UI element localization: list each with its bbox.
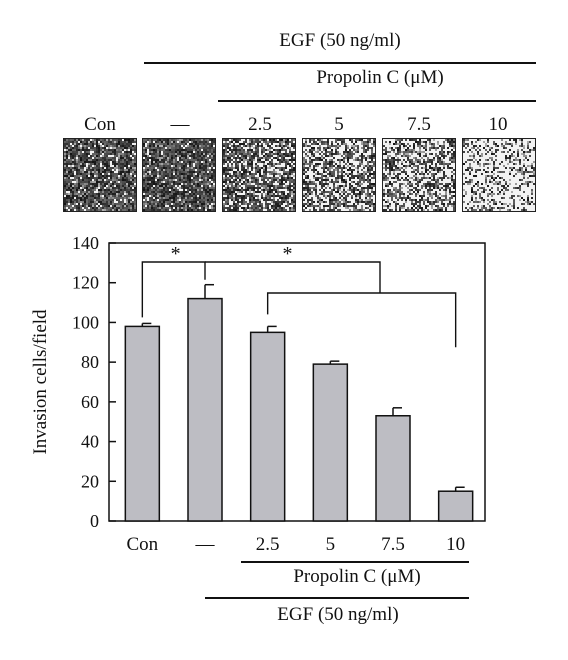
y-tick-label: 20 (81, 471, 99, 491)
y-tick-label: 60 (81, 392, 99, 412)
micrograph-cells (463, 139, 535, 211)
micrograph-cells (143, 139, 215, 211)
condition-label-5: 5 (334, 114, 344, 135)
bar (312, 363, 349, 522)
significance-star: * (283, 243, 293, 265)
bar (437, 490, 474, 522)
micrograph-con (63, 138, 137, 212)
y-tick-label: 100 (72, 312, 99, 332)
x-tick-label: 7.5 (381, 534, 405, 555)
significance-bracket (141, 261, 206, 318)
propolin-label-top: Propolin C (μM) (316, 67, 444, 88)
y-tick-label: 80 (81, 352, 99, 372)
significance-bracket-inner (266, 292, 457, 348)
condition-label-con: Con (84, 114, 116, 135)
condition-label-10: 10 (488, 114, 508, 135)
propolin-line-top (218, 100, 536, 102)
egf-line-top (144, 62, 536, 64)
condition-label-egf: — (170, 114, 190, 135)
micrograph-cells (383, 139, 455, 211)
y-tick-label: 140 (72, 233, 99, 253)
propolin-line-bottom (241, 561, 469, 563)
significance-star: * (171, 243, 181, 265)
micrograph-cells (223, 139, 295, 211)
egf-label-bottom: EGF (50 ng/ml) (277, 604, 399, 625)
x-tick-label: 2.5 (256, 534, 280, 555)
egf-line-bottom (205, 597, 469, 599)
x-tick-label: — (195, 534, 216, 555)
y-tick-label: 40 (81, 432, 99, 452)
micrograph-7-5 (382, 138, 456, 212)
micrograph-cells (64, 139, 136, 211)
x-tick-label: 10 (446, 534, 465, 555)
bar (249, 331, 286, 522)
propolin-label-bottom: Propolin C (μM) (293, 566, 421, 587)
condition-label-7-5: 7.5 (407, 114, 431, 135)
egf-label-top: EGF (50 ng/ml) (279, 30, 401, 51)
micrograph-cells (303, 139, 375, 211)
plot-frame (108, 242, 486, 522)
micrograph-5 (302, 138, 376, 212)
micrograph-2-5 (222, 138, 296, 212)
bar (124, 325, 161, 522)
bar (187, 297, 223, 522)
bar (375, 415, 411, 522)
y-tick-label: 120 (72, 273, 99, 293)
x-tick-label: 5 (326, 534, 336, 555)
y-axis-label: Invasion cells/field (30, 309, 51, 455)
y-tick-label: 0 (90, 511, 99, 531)
significance-bracket (205, 261, 381, 293)
micrograph-10 (462, 138, 536, 212)
condition-label-2-5: 2.5 (248, 114, 272, 135)
x-tick-label: Con (126, 534, 158, 555)
micrograph-egf (142, 138, 216, 212)
